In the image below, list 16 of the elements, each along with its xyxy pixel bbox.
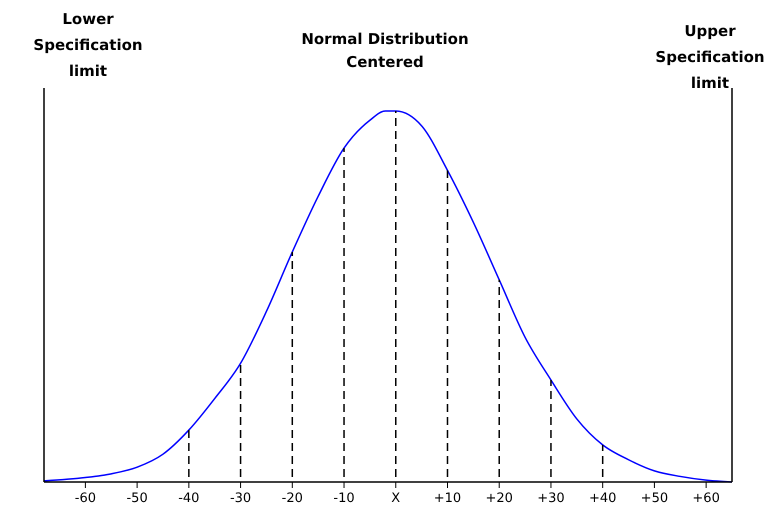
x-tick-label: -30 <box>230 491 252 506</box>
chart-title: Normal Distribution Centered <box>301 30 469 71</box>
x-tick-label: +30 <box>537 491 565 506</box>
x-tick-label: -20 <box>282 491 303 506</box>
x-tick-label: -40 <box>178 491 200 506</box>
x-tick-label: +50 <box>640 491 668 506</box>
x-tick-label: +10 <box>434 491 462 506</box>
x-tick-label: +40 <box>588 491 616 506</box>
x-tick-label: +60 <box>692 491 720 506</box>
x-tick-label: -50 <box>126 491 148 506</box>
x-tick-label: -10 <box>333 491 355 506</box>
ref-line-label: Upper Specification limit <box>655 22 765 92</box>
ref-line-label: Lower Specification limit <box>33 10 143 80</box>
x-tick-label: +20 <box>486 491 513 506</box>
x-tick-label: X <box>391 491 400 506</box>
x-tick-label: -60 <box>74 491 96 506</box>
